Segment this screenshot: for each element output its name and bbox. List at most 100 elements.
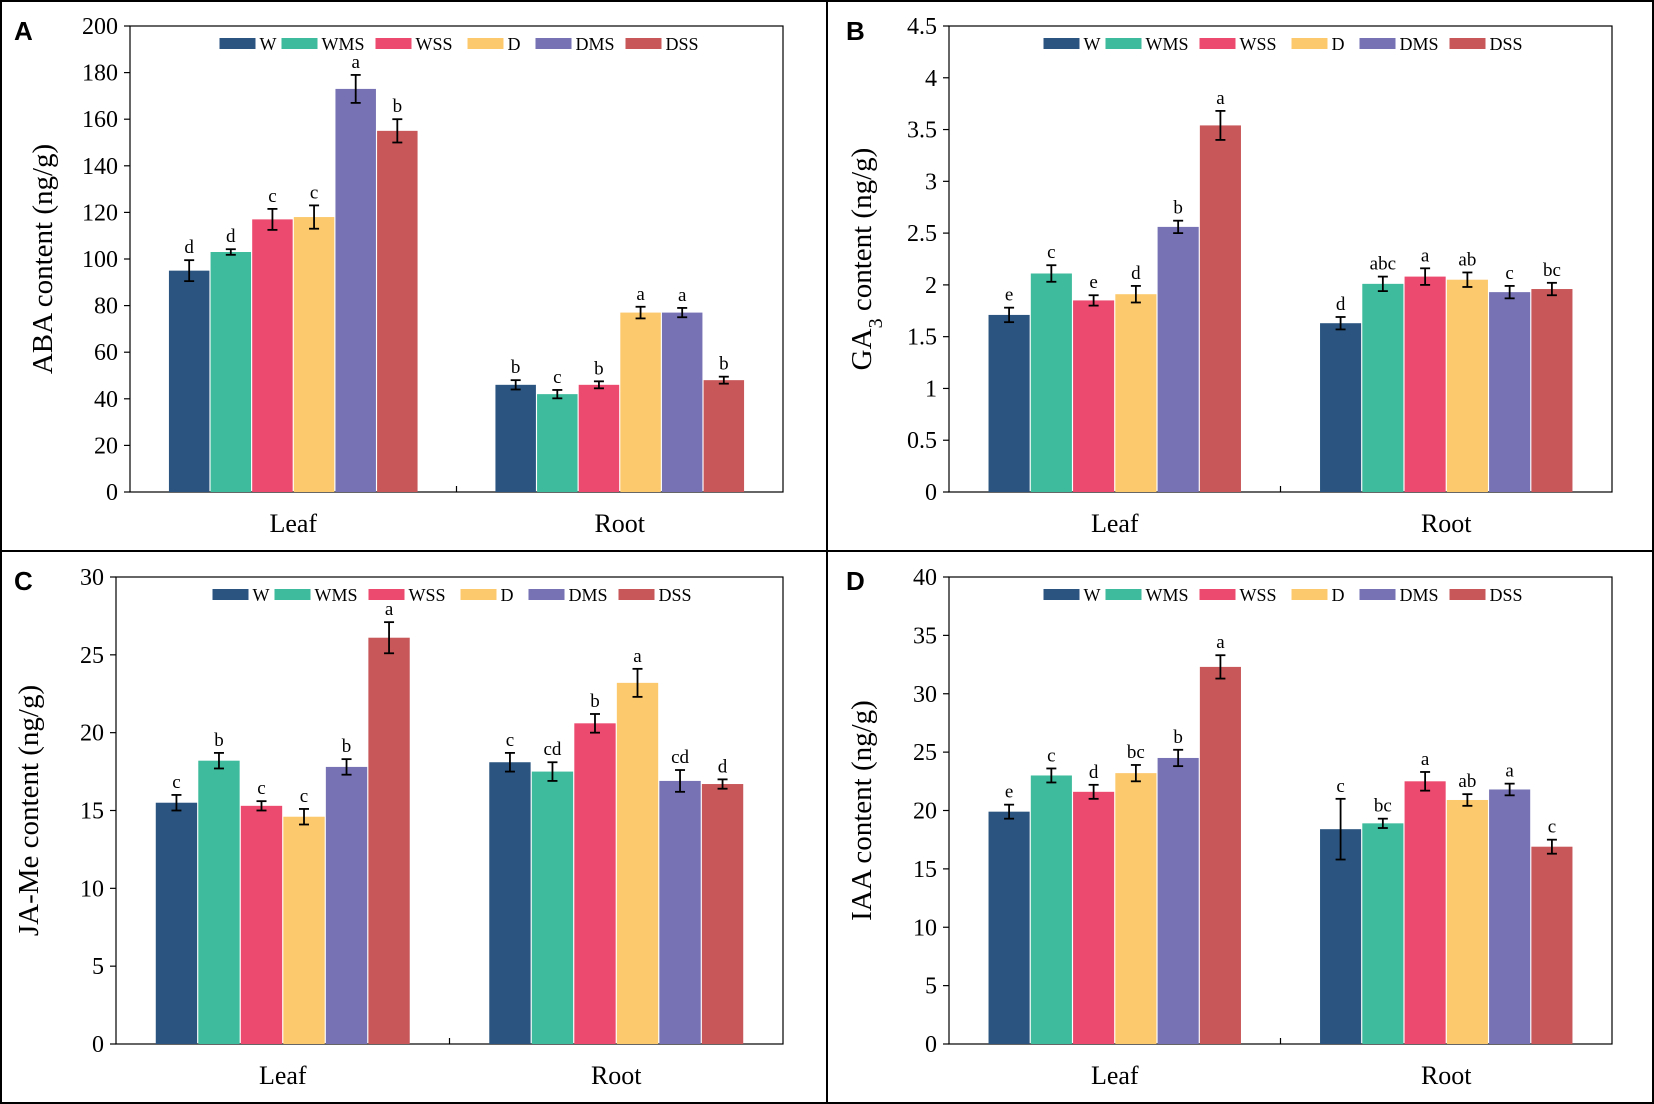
panel-B: B 0 0.5 1 1.5 2 2.5 3 3.5 4 4.5 GA3 content (ng/g) e…: [826, 0, 1654, 552]
legend-label: WSS: [409, 585, 446, 605]
legend-swatch-DMS: [528, 589, 565, 600]
legend-label: WMS: [1146, 34, 1189, 54]
bar-DSS: [1531, 289, 1573, 492]
legend-label: WMS: [322, 34, 365, 54]
legend-label: D: [508, 34, 521, 54]
significance-letter: a: [1505, 761, 1514, 782]
legend-swatch-DSS: [1449, 38, 1486, 49]
y-tick-label: 3.5: [907, 118, 937, 144]
y-axis-title: ABA content (ng/g): [27, 144, 59, 374]
panel-frame: [826, 550, 1654, 1104]
y-tick-label: 10: [80, 876, 104, 902]
bar-WMS: [1030, 273, 1072, 492]
significance-letter: b: [393, 96, 403, 117]
legend-label: W: [1084, 585, 1101, 605]
bar-DSS: [703, 380, 745, 492]
y-tick-label: 180: [82, 61, 118, 87]
y-tick-label: 1: [925, 376, 937, 402]
legend-label: DSS: [666, 34, 699, 54]
y-tick-label: 2.5: [907, 221, 937, 247]
bar-DSS: [368, 637, 410, 1044]
x-category-label: Root: [591, 1061, 642, 1090]
y-tick-label: 25: [913, 740, 937, 766]
significance-letter: b: [594, 358, 604, 379]
bar-DMS: [335, 88, 376, 492]
legend-label: D: [1332, 585, 1345, 605]
y-tick-label: 3: [925, 169, 937, 195]
bar-W: [155, 802, 198, 1044]
legend-swatch-WSS: [1199, 589, 1236, 600]
x-category-label: Leaf: [259, 1061, 307, 1090]
bar-WSS: [574, 723, 616, 1044]
legend-label: DSS: [1490, 34, 1523, 54]
x-category-label: Leaf: [1091, 1061, 1139, 1090]
y-axis-title-subscript: 3: [865, 318, 887, 328]
bar-D: [616, 682, 659, 1044]
bar-W: [495, 384, 536, 492]
bar-DMS: [1157, 757, 1199, 1044]
significance-letter: d: [1089, 762, 1099, 783]
legend-swatch-D: [1291, 589, 1328, 600]
significance-letter: ab: [1458, 771, 1476, 792]
bar-D: [293, 217, 335, 492]
legend-label: WSS: [416, 34, 453, 54]
y-axis-title: IAA content (ng/g): [846, 700, 878, 921]
y-tick-label: 2: [925, 273, 937, 299]
legend-swatch-WSS: [375, 38, 412, 49]
y-tick-label: 0.5: [907, 428, 937, 454]
bar-DMS: [325, 766, 368, 1044]
significance-letter: c: [257, 778, 265, 799]
significance-letter: e: [1089, 272, 1097, 293]
panel-A: A 0 20 40 60 80 100 120 140 160 180 200 ABA content …: [0, 0, 828, 552]
y-axis-title: GA3 content (ng/g): [846, 148, 887, 371]
legend-swatch-WSS: [368, 589, 405, 600]
significance-letter: a: [1216, 632, 1225, 653]
legend-label: WSS: [1240, 585, 1277, 605]
bar-W: [988, 314, 1030, 492]
y-tick-label: 35: [913, 623, 937, 649]
significance-letter: c: [553, 367, 561, 388]
significance-letter: ab: [1458, 249, 1476, 270]
bar-WMS: [537, 394, 578, 492]
legend-label: W: [1084, 34, 1101, 54]
y-tick-label: 140: [82, 154, 118, 180]
bar-DMS: [659, 780, 701, 1044]
y-tick-label: 20: [913, 799, 937, 825]
significance-letter: c: [1505, 263, 1513, 284]
significance-letter: bc: [1543, 260, 1561, 281]
y-tick-label: 100: [82, 247, 118, 273]
significance-letter: c: [1047, 745, 1055, 766]
significance-letter: a: [678, 285, 687, 306]
significance-letter: c: [1548, 817, 1556, 838]
bar-WMS: [198, 760, 240, 1044]
legend-swatch-DMS: [1359, 589, 1396, 600]
y-tick-label: 0: [106, 480, 118, 506]
bar-WSS: [1073, 300, 1115, 492]
bar-WMS: [1362, 823, 1404, 1044]
x-category-label: Root: [1421, 509, 1472, 538]
y-tick-label: 0: [925, 480, 937, 506]
significance-letter: c: [310, 182, 318, 203]
legend-label: WMS: [1146, 585, 1189, 605]
legend-swatch-DMS: [535, 38, 572, 49]
legend-swatch-W: [1043, 589, 1080, 600]
legend-swatch-W: [1043, 38, 1080, 49]
y-tick-label: 40: [94, 387, 118, 413]
legend-label: DMS: [576, 34, 615, 54]
y-tick-label: 10: [913, 915, 937, 941]
bar-D: [1115, 294, 1157, 492]
legend-swatch-DSS: [1449, 589, 1486, 600]
significance-letter: c: [300, 786, 308, 807]
significance-letter: e: [1005, 782, 1013, 803]
y-axis-title-rest: content (ng/g): [846, 148, 878, 319]
legend-label: WSS: [1240, 34, 1277, 54]
significance-letter: d: [1336, 294, 1346, 315]
y-axis-title: JA-Me content (ng/g): [13, 685, 45, 936]
x-category-label: Root: [1421, 1061, 1472, 1090]
significance-letter: bc: [1127, 742, 1145, 763]
legend-swatch-DMS: [1359, 38, 1396, 49]
significance-letter: c: [1336, 776, 1344, 797]
legend-label: DMS: [1400, 34, 1439, 54]
